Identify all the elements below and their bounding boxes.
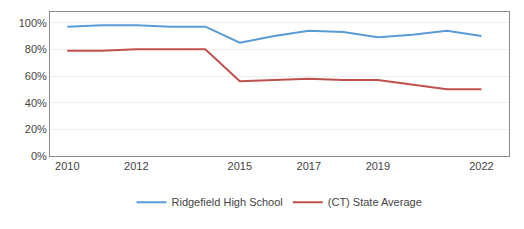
svg-text:20%: 20% — [25, 123, 47, 135]
svg-text:2010: 2010 — [55, 160, 79, 172]
svg-text:Ridgefield High School: Ridgefield High School — [172, 196, 283, 208]
svg-text:2015: 2015 — [228, 160, 252, 172]
svg-text:80%: 80% — [25, 43, 47, 55]
svg-text:2017: 2017 — [297, 160, 321, 172]
svg-text:100%: 100% — [19, 17, 47, 29]
svg-text:2019: 2019 — [366, 160, 390, 172]
svg-text:(CT) State Average: (CT) State Average — [328, 196, 422, 208]
svg-text:2012: 2012 — [124, 160, 148, 172]
svg-text:60%: 60% — [25, 70, 47, 82]
svg-text:2022: 2022 — [469, 160, 493, 172]
svg-text:0%: 0% — [31, 150, 47, 162]
svg-text:40%: 40% — [25, 97, 47, 109]
